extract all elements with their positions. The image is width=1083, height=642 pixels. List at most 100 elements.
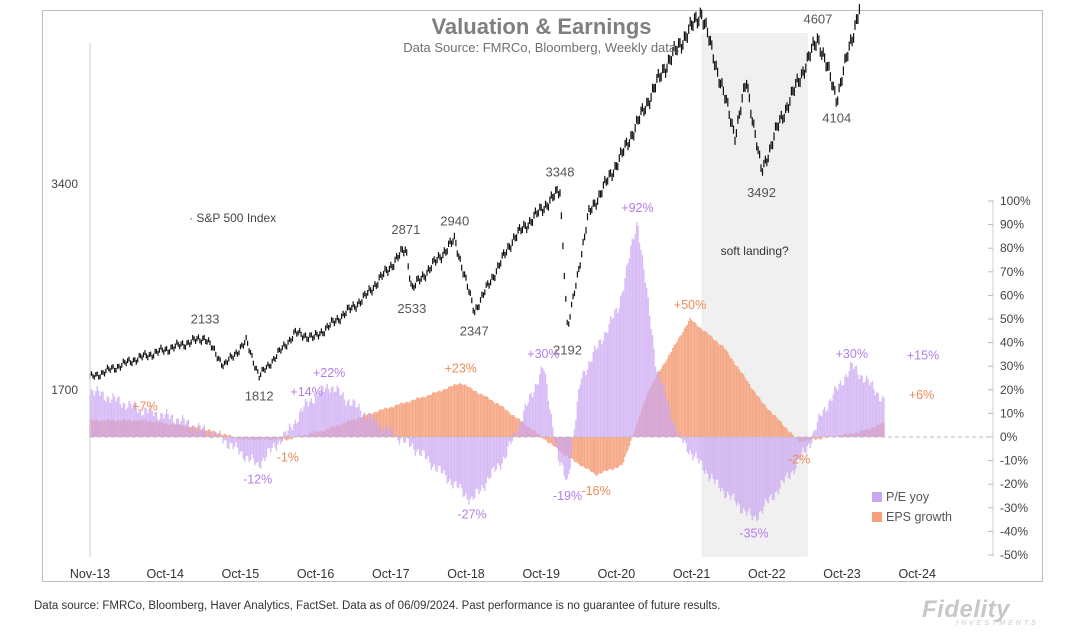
eps-bar xyxy=(290,437,292,440)
eps-bar xyxy=(446,388,448,437)
pe-bar xyxy=(543,370,545,437)
eps-bar xyxy=(430,394,432,437)
eps-bar xyxy=(510,414,512,437)
pe-bar xyxy=(259,437,262,469)
pe-bar xyxy=(744,437,746,511)
eps-bar xyxy=(508,412,511,437)
eps-bar xyxy=(666,359,668,437)
eps-bar xyxy=(575,437,577,463)
pe-bar xyxy=(150,405,152,437)
pe-bar xyxy=(407,437,409,439)
eps-bar xyxy=(686,324,688,437)
eps-bar xyxy=(763,403,765,437)
eps-bar xyxy=(821,437,823,440)
eps-bar xyxy=(377,412,379,437)
pe-bar xyxy=(207,432,210,437)
sp500-value-label: 4819 xyxy=(687,0,716,1)
pe-bar xyxy=(666,401,668,437)
pe-bar xyxy=(549,409,551,437)
pe-bar xyxy=(180,421,182,437)
pe-bar xyxy=(500,437,502,470)
pe-bar xyxy=(320,384,323,437)
pe-bar xyxy=(881,395,884,437)
eps-bar xyxy=(598,437,600,474)
pe-bar xyxy=(297,421,299,437)
pe-bar xyxy=(200,430,203,437)
pe-bar xyxy=(706,437,709,474)
pe-bar xyxy=(507,437,509,447)
eps-bar xyxy=(741,373,743,437)
sp500-value-label: 2347 xyxy=(460,324,489,339)
eps-bar xyxy=(229,434,231,437)
pe-bar xyxy=(557,437,560,461)
pe-bar xyxy=(741,437,743,514)
pe-bar xyxy=(388,430,391,437)
pe-bar xyxy=(478,437,480,495)
pe-bar xyxy=(858,379,861,437)
eps-bar xyxy=(514,417,516,437)
pe-bar xyxy=(325,388,327,437)
eps-bar xyxy=(285,437,288,441)
pe-bar xyxy=(764,437,767,499)
pe-bar xyxy=(397,437,399,441)
pe-bar xyxy=(686,437,688,453)
pe-bar xyxy=(533,392,535,437)
pe-bar xyxy=(862,382,865,437)
eps-bar xyxy=(442,390,444,437)
pe-bar xyxy=(372,419,375,437)
x-tick-label: Oct-17 xyxy=(372,567,410,581)
pe-bar xyxy=(784,437,787,477)
eps-bar xyxy=(429,395,431,437)
eps-bar xyxy=(689,317,691,437)
pe-bar xyxy=(874,395,876,437)
eps-bar xyxy=(445,389,447,437)
pe-bar xyxy=(877,393,879,437)
pe-bar xyxy=(333,392,336,437)
pe-bar xyxy=(585,375,587,437)
chart-title: Valuation & Earnings xyxy=(431,14,652,39)
right-tick-label: 60% xyxy=(1000,288,1024,302)
pe-bar xyxy=(573,429,576,437)
pe-bar xyxy=(326,383,328,437)
eps-bar xyxy=(744,377,746,437)
eps-value-label: +7% xyxy=(132,399,157,413)
pe-bar xyxy=(537,384,540,437)
pe-bar xyxy=(90,389,93,437)
pe-bar xyxy=(767,437,769,504)
pe-bar xyxy=(517,430,519,437)
pe-bar xyxy=(202,427,204,437)
pe-bar xyxy=(628,258,631,437)
eps-bar xyxy=(576,437,579,463)
pe-bar xyxy=(458,437,460,489)
shaded-region-label: soft landing? xyxy=(721,244,789,258)
pe-bar xyxy=(489,437,492,478)
pe-bar xyxy=(586,369,589,437)
pe-bar xyxy=(203,424,205,437)
eps-bar xyxy=(397,404,399,437)
pe-bar xyxy=(238,437,240,455)
pe-bar xyxy=(782,437,784,482)
pe-bar xyxy=(378,425,380,437)
pe-bar xyxy=(753,437,755,517)
eps-bar xyxy=(481,393,483,437)
pe-bar xyxy=(379,423,382,437)
pe-bar xyxy=(135,408,137,437)
pe-bar xyxy=(714,437,716,484)
eps-bar xyxy=(385,408,388,437)
eps-bar xyxy=(776,417,778,437)
eps-bar xyxy=(622,437,625,463)
pe-bar xyxy=(281,437,284,442)
pe-bar xyxy=(740,437,742,514)
pe-bar xyxy=(144,407,146,437)
eps-bar xyxy=(468,387,470,437)
eps-bar xyxy=(424,397,427,437)
eps-bar xyxy=(426,395,428,437)
eps-bar xyxy=(818,437,820,439)
eps-bar xyxy=(401,402,404,437)
eps-bar xyxy=(381,409,383,437)
eps-bar xyxy=(394,405,396,437)
pe-bar xyxy=(592,351,594,437)
pe-bar xyxy=(787,437,790,479)
eps-bar xyxy=(718,344,720,437)
pe-bar xyxy=(314,395,317,437)
